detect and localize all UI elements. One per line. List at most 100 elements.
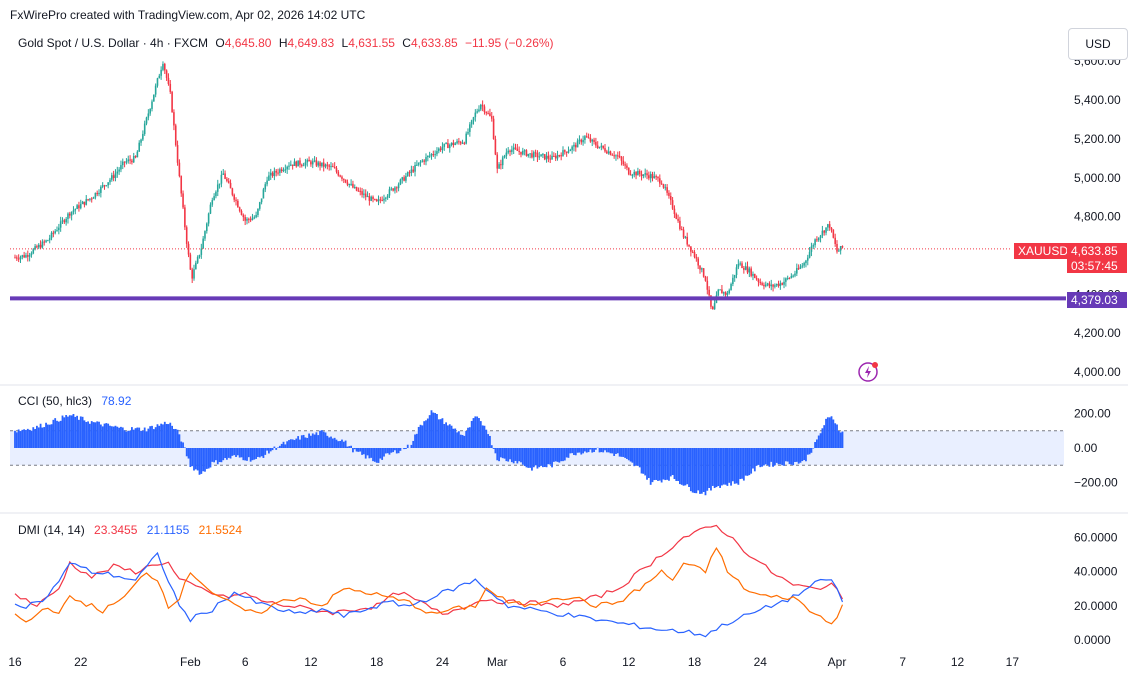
candle-body (629, 174, 632, 176)
cci-bar (173, 428, 175, 448)
cci-bar (468, 427, 471, 448)
cci-bar (836, 424, 838, 448)
cci-bar (167, 424, 170, 448)
candle-body (461, 142, 464, 144)
candle-body (408, 172, 411, 174)
cci-bar (445, 422, 447, 448)
candle-body (147, 113, 150, 118)
candle-body (368, 196, 371, 201)
cci-bar (308, 433, 310, 448)
time-axis-tick: 7 (899, 655, 906, 669)
candle-body (237, 200, 239, 208)
cci-bar (107, 423, 110, 448)
cci-bar (163, 421, 166, 448)
cci-bar (412, 440, 415, 448)
cci-bar (657, 448, 659, 481)
cci-bar (622, 448, 625, 457)
candle-body (450, 142, 453, 145)
dmi-minus-line (14, 551, 844, 638)
candle-body (755, 277, 758, 280)
candle-body (828, 224, 831, 228)
candle-body (556, 155, 559, 159)
candle-body (69, 213, 71, 216)
cci-bar (728, 448, 731, 483)
cci-bar (633, 448, 636, 467)
cci-bar (251, 448, 254, 461)
ohlc-close: C4,633.85 (402, 36, 458, 50)
candle-body (273, 170, 276, 176)
candle-body (671, 200, 674, 209)
candle-body (529, 153, 531, 155)
cci-bar (532, 448, 535, 468)
cci-bar (841, 431, 844, 448)
candle-body (825, 227, 827, 233)
cci-bar (160, 423, 163, 448)
cci-bar (403, 448, 405, 450)
cci-bar (735, 448, 738, 484)
candle-body (564, 150, 566, 152)
cci-bar (832, 419, 835, 448)
candle-body (436, 151, 438, 155)
candle-body (165, 70, 168, 78)
cci-bar (72, 413, 75, 448)
cci-bar (828, 417, 831, 448)
cci-bar (384, 448, 387, 454)
candle-body (706, 280, 709, 290)
cci-bar (452, 428, 455, 448)
candle-body (114, 173, 117, 179)
cci-bar (23, 429, 26, 448)
candle-body (410, 169, 413, 173)
cci-bar (724, 448, 727, 485)
candle-body (573, 144, 575, 147)
candle-body (326, 164, 329, 166)
cci-bar (686, 448, 689, 485)
candle-body (562, 150, 564, 157)
candle-body (640, 173, 643, 176)
candle-body (198, 254, 201, 257)
cci-bar (315, 432, 318, 448)
cci-bar (70, 415, 73, 448)
candle-body (353, 187, 356, 189)
cci-bar (43, 427, 46, 448)
cci-bar (61, 415, 64, 448)
cci-bar (419, 424, 422, 448)
candle-body (503, 155, 506, 158)
cci-bar (808, 448, 811, 455)
cci-bar (101, 426, 104, 448)
cci-bar (196, 448, 199, 471)
price-axis-tick: 5,200.00 (1074, 132, 1121, 146)
candle-body (374, 199, 376, 201)
candle-body (226, 178, 228, 181)
candle-body (476, 111, 478, 113)
currency-button[interactable]: USD (1068, 28, 1128, 60)
candle-body (467, 131, 469, 134)
candle-body (297, 160, 299, 167)
cci-bar (501, 448, 504, 459)
candle-body (655, 176, 657, 178)
candle-body (598, 146, 601, 148)
cci-bar (238, 448, 241, 458)
cci-bar (432, 412, 435, 448)
cci-bar (198, 448, 201, 475)
adx-value: 21.5524 (198, 523, 242, 537)
candle-body (492, 118, 495, 140)
cci-bar (560, 448, 563, 462)
cci-bar (194, 448, 197, 470)
candle-body (777, 283, 780, 286)
candle-body (26, 255, 29, 257)
candle-body (195, 262, 197, 270)
candle-body (182, 193, 184, 208)
candle-body (651, 174, 654, 179)
candle-body (606, 151, 608, 154)
candle-body (421, 160, 424, 162)
cci-bar (204, 448, 206, 472)
cci-bar (594, 448, 597, 450)
candle-body (737, 264, 740, 268)
dmi-legend: DMI (14, 14) 23.3455 21.1155 21.5524 (18, 523, 242, 537)
candle-body (631, 174, 634, 176)
cci-bar (331, 438, 334, 448)
cci-bar (593, 448, 595, 453)
candle-body (602, 145, 604, 149)
cci-bar (441, 418, 444, 448)
